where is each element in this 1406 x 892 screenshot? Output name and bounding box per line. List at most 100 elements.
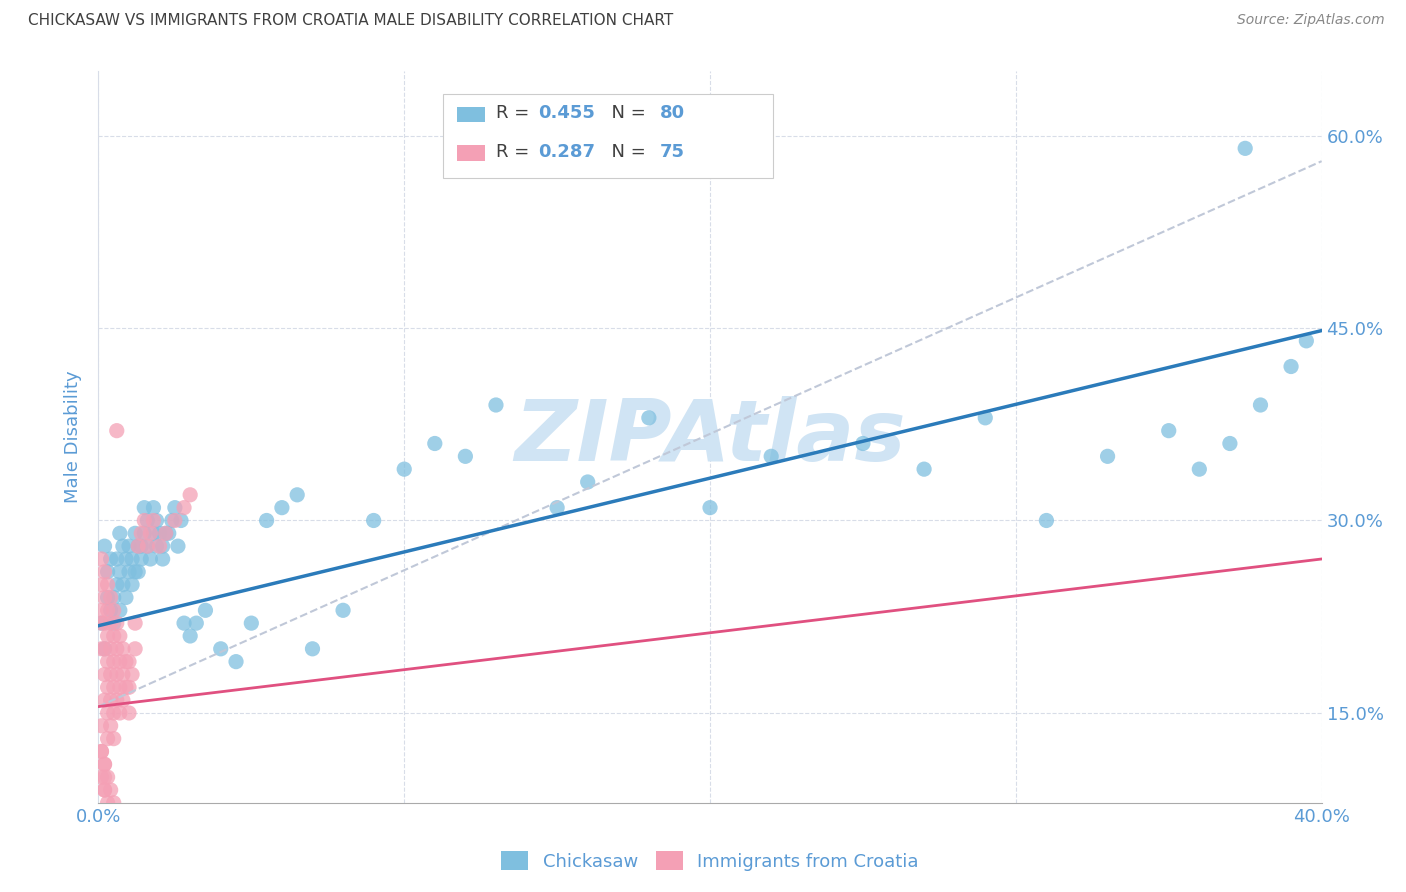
Point (139, 526, 162, 541)
Point (90, 744, 112, 758)
Point (225, 655, 247, 669)
Point (103, 629, 125, 643)
Point (93, 783, 115, 797)
Point (111, 539, 134, 553)
Point (139, 552, 162, 566)
Point (852, 436, 875, 450)
Point (97, 770, 120, 784)
Point (454, 450, 477, 464)
Text: 75: 75 (659, 143, 685, 161)
Point (103, 616, 125, 631)
Point (974, 410, 997, 425)
Point (115, 591, 138, 605)
Point (90, 770, 112, 784)
Point (105, 577, 128, 591)
Point (1157, 424, 1180, 438)
Point (912, 462, 935, 476)
Point (111, 667, 134, 681)
Point (103, 655, 125, 669)
Point (90, 603, 112, 617)
Point (103, 603, 125, 617)
Point (97, 731, 120, 746)
Point (423, 436, 446, 450)
Point (167, 539, 190, 553)
Point (90, 744, 112, 758)
Point (90, 641, 112, 656)
Point (93, 641, 115, 656)
Point (363, 514, 385, 528)
Point (129, 539, 152, 553)
Point (1249, 398, 1271, 412)
Point (100, 616, 122, 631)
Point (127, 539, 149, 553)
Y-axis label: Male Disability: Male Disability (65, 371, 83, 503)
Point (97, 796, 120, 810)
Point (124, 616, 146, 631)
Point (118, 681, 141, 695)
Point (149, 539, 172, 553)
Text: R =: R = (496, 143, 536, 161)
Point (1279, 359, 1302, 374)
Point (93, 757, 115, 772)
Point (163, 514, 186, 528)
Point (90, 616, 112, 631)
Point (93, 783, 115, 797)
Point (100, 552, 122, 566)
Point (100, 641, 122, 656)
Point (155, 526, 177, 541)
Point (699, 500, 721, 515)
Point (124, 526, 146, 541)
Text: Source: ZipAtlas.com: Source: ZipAtlas.com (1237, 13, 1385, 28)
Point (103, 796, 125, 810)
Point (240, 616, 263, 631)
Point (134, 500, 156, 515)
Point (160, 514, 183, 528)
Text: 0.455: 0.455 (538, 104, 595, 122)
Point (93, 667, 115, 681)
Point (129, 526, 152, 541)
Point (97, 577, 120, 591)
Point (186, 616, 208, 631)
Point (759, 450, 782, 464)
Text: 0.287: 0.287 (538, 143, 596, 161)
Point (108, 629, 131, 643)
Point (103, 591, 125, 605)
Point (97, 681, 120, 695)
Point (170, 514, 193, 528)
Point (93, 591, 115, 605)
Point (124, 641, 146, 656)
Point (100, 719, 122, 733)
Point (118, 565, 141, 579)
Point (118, 539, 141, 553)
Text: N =: N = (600, 143, 652, 161)
Point (1188, 462, 1211, 476)
Point (105, 667, 128, 681)
Point (93, 565, 115, 579)
Point (90, 719, 112, 733)
Point (93, 641, 115, 656)
Point (90, 577, 112, 591)
Point (100, 783, 122, 797)
Point (149, 526, 172, 541)
Point (285, 488, 308, 502)
Point (179, 488, 201, 502)
Point (145, 539, 167, 553)
Point (145, 514, 167, 528)
Point (127, 539, 149, 553)
Point (301, 641, 323, 656)
Point (121, 552, 143, 566)
Point (97, 565, 120, 579)
Point (111, 577, 134, 591)
Point (111, 693, 134, 707)
Point (136, 539, 159, 553)
Point (152, 552, 174, 566)
Text: CHICKASAW VS IMMIGRANTS FROM CROATIA MALE DISABILITY CORRELATION CHART: CHICKASAW VS IMMIGRANTS FROM CROATIA MAL… (28, 13, 673, 29)
Point (134, 514, 156, 528)
Point (142, 514, 165, 528)
Point (108, 681, 131, 695)
Point (256, 514, 278, 528)
Point (90, 616, 112, 631)
Legend: Chickasaw, Immigrants from Croatia: Chickasaw, Immigrants from Croatia (494, 844, 927, 878)
Point (100, 808, 122, 822)
Point (136, 539, 159, 553)
